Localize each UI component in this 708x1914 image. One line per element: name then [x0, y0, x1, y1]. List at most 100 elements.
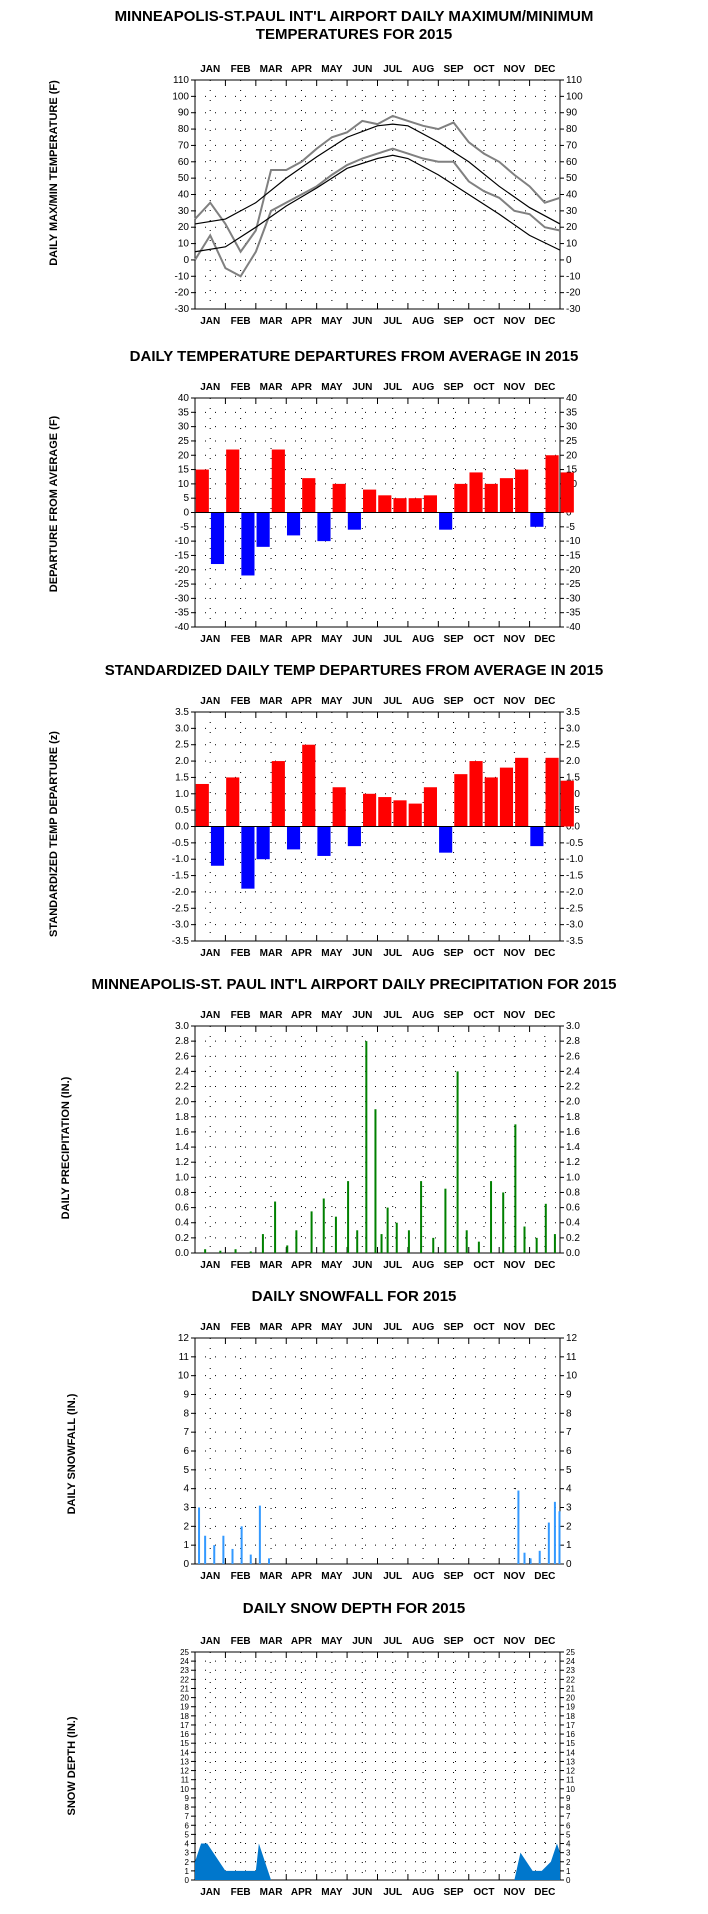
month-label-bottom: JUN	[352, 1260, 372, 1271]
precip-bar	[356, 1230, 359, 1253]
month-label-bottom: MAR	[260, 1887, 284, 1898]
y-tick-label-left: 12	[178, 1333, 190, 1344]
precip-bar	[502, 1192, 505, 1253]
y-tick-label-left: 2.5	[175, 740, 189, 751]
month-label-top: NOV	[504, 696, 526, 707]
y-tick-label-right: 24	[566, 1657, 575, 1666]
month-label-bottom: SEP	[444, 1571, 464, 1582]
warm-bar	[195, 783, 209, 827]
warm-bar	[560, 780, 574, 827]
y-tick-label-right: 0.0	[566, 1248, 580, 1259]
y-tick-label-left: 10	[178, 239, 190, 250]
snowfall-bar	[213, 1545, 216, 1564]
y-tick-label-right: 6	[566, 1821, 571, 1830]
snowfall-bar	[553, 1501, 556, 1564]
y-tick-label-left: 20	[178, 222, 190, 233]
y-tick-label-right: 4	[566, 1484, 572, 1495]
snowfall-bar	[240, 1526, 243, 1564]
snowfall-bar	[249, 1554, 252, 1564]
y-tick-label-right: 0.0	[566, 822, 580, 833]
precip-bar	[310, 1211, 313, 1253]
month-label-top: AUG	[412, 696, 434, 707]
month-label-bottom: MAY	[321, 1887, 343, 1898]
y-tick-label-right: 3.5	[566, 707, 580, 718]
snowfall-title: DAILY SNOWFALL FOR 2015	[251, 1288, 457, 1305]
month-label-bottom: APR	[291, 1887, 313, 1898]
y-tick-label-right: 0	[566, 1876, 571, 1885]
month-label-top: DEC	[534, 696, 555, 707]
y-tick-label-left: 0.4	[175, 1218, 189, 1229]
precip-bar	[295, 1230, 298, 1253]
month-label-top: DEC	[534, 64, 555, 75]
month-label-bottom: OCT	[473, 1260, 494, 1271]
month-label-bottom: NOV	[504, 1571, 526, 1582]
y-tick-label-left: 23	[180, 1666, 189, 1675]
y-tick-label-right: -10	[566, 271, 581, 282]
y-tick-label-right: 20	[566, 222, 578, 233]
y-tick-label-left: 2.0	[175, 1097, 189, 1108]
month-label-bottom: APR	[291, 1260, 313, 1271]
month-label-bottom: JUN	[352, 1887, 372, 1898]
y-tick-label-right: 12	[566, 1767, 575, 1776]
y-tick-label-right: 9	[566, 1794, 571, 1803]
y-tick-label-left: 18	[180, 1712, 189, 1721]
month-label-bottom: DEC	[534, 316, 555, 327]
y-tick-label-right: 1	[566, 1540, 572, 1551]
y-tick-label-left: 90	[178, 108, 190, 119]
y-tick-label-left: 7	[183, 1427, 189, 1438]
y-tick-label-left: -3.5	[172, 936, 190, 947]
month-label-top: MAY	[321, 1322, 343, 1333]
month-label-bottom: DEC	[534, 1887, 555, 1898]
month-label-top: APR	[291, 1636, 313, 1647]
month-label-top: DEC	[534, 1010, 555, 1021]
month-label-bottom: JUL	[383, 1887, 402, 1898]
precip-bar	[261, 1234, 264, 1253]
y-tick-label-left: 22	[180, 1675, 189, 1684]
month-label-top: SEP	[444, 1636, 464, 1647]
y-tick-label-left: -1.0	[172, 854, 190, 865]
month-label-bottom: NOV	[504, 1887, 526, 1898]
y-tick-label-right: 1.5	[566, 772, 580, 783]
y-tick-label-right: 0	[566, 1559, 572, 1570]
warm-bar	[545, 757, 559, 827]
y-tick-label-left: 40	[178, 190, 190, 201]
y-tick-label-right: 7	[566, 1812, 571, 1821]
month-label-top: NOV	[504, 1322, 526, 1333]
month-label-bottom: NOV	[504, 316, 526, 327]
snowfall-bar	[558, 1511, 561, 1564]
y-tick-label-right: 9	[566, 1390, 572, 1401]
y-tick-label-left: 14	[180, 1748, 189, 1757]
y-tick-label-left: 30	[178, 206, 190, 217]
precip-bar	[219, 1250, 222, 1253]
month-label-top: JUN	[352, 1010, 372, 1021]
y-tick-label-right: 50	[566, 173, 578, 184]
month-label-top: MAY	[321, 1010, 343, 1021]
month-label-bottom: MAY	[321, 948, 343, 959]
y-tick-label-right: 5	[566, 1465, 572, 1476]
month-label-bottom: MAR	[260, 948, 284, 959]
y-tick-label-left: 0.0	[175, 1248, 189, 1259]
y-tick-label-left: 25	[180, 1648, 189, 1657]
y-tick-label-right: 2.0	[566, 1097, 580, 1108]
y-tick-label-left: 0	[183, 255, 189, 266]
y-tick-label-right: 3.0	[566, 1021, 580, 1032]
month-label-bottom: JUL	[383, 948, 402, 959]
y-tick-label-left: 10	[178, 1371, 190, 1382]
month-label-bottom: JAN	[200, 948, 220, 959]
y-tick-label-left: 80	[178, 124, 190, 135]
y-tick-label-left: 1.8	[175, 1112, 189, 1123]
y-tick-label-right: 6	[566, 1446, 572, 1457]
month-label-top: JUN	[352, 696, 372, 707]
month-label-bottom: AUG	[412, 316, 434, 327]
month-label-top: FEB	[231, 696, 251, 707]
warm-bar	[423, 787, 437, 827]
y-tick-label-left: 2	[185, 1858, 190, 1867]
month-label-top: SEP	[444, 696, 464, 707]
y-tick-label-left: -2.5	[172, 903, 190, 914]
precip-bar	[477, 1241, 480, 1253]
month-label-top: MAR	[260, 64, 284, 75]
month-label-top: JUL	[383, 64, 402, 75]
month-label-top: DEC	[534, 1636, 555, 1647]
month-label-bottom: OCT	[473, 1887, 494, 1898]
y-tick-label-right: 15	[566, 1739, 575, 1748]
